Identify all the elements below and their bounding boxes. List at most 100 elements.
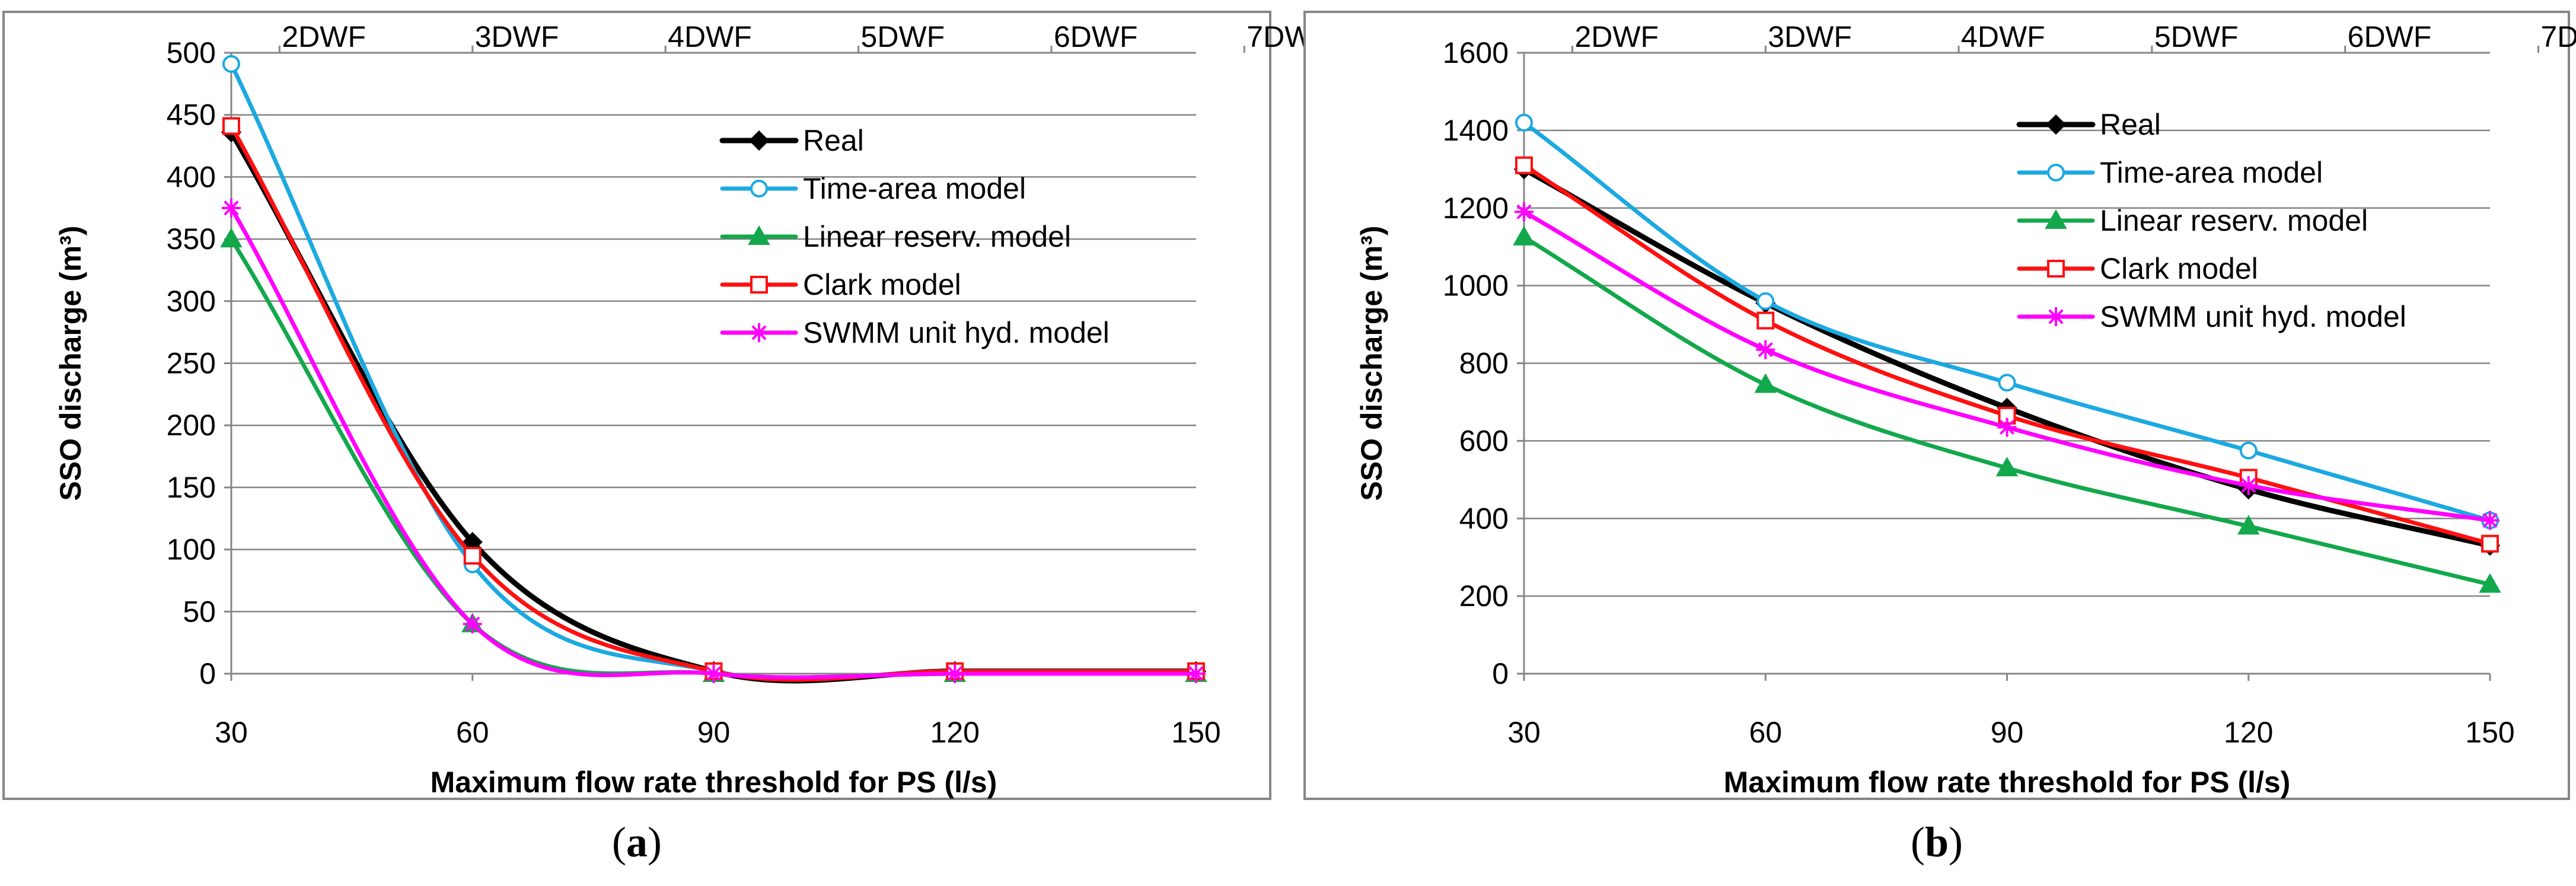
x-tick-label: 90 bbox=[697, 716, 731, 749]
legend-marker-real bbox=[2045, 114, 2067, 135]
y-tick-label: 400 bbox=[167, 160, 216, 193]
data-point-swmm bbox=[945, 664, 965, 683]
legend-label-real: Real bbox=[2100, 108, 2161, 141]
data-point-time_area bbox=[1756, 292, 1775, 310]
data-point-swmm bbox=[1515, 202, 1534, 222]
legend-marker-clark bbox=[750, 276, 768, 294]
legend-label-linear: Linear reserv. model bbox=[2100, 204, 2368, 237]
chart-panel-a: 0 50 100 150 200 250 300 350 400 450 500 30 60 90 120 1… bbox=[2, 11, 1523, 800]
x-axis-title: Maximum flow rate threshold for PS (l/s) bbox=[1724, 766, 2291, 799]
legend-marker-linear bbox=[748, 225, 770, 245]
top-axis-label: 5DWF bbox=[861, 20, 945, 53]
chart-panel-b: 0 200 400 600 800 1000 1200 1400 1600 30 60 90 120 15… bbox=[1303, 11, 2576, 800]
legend-marker-linear bbox=[2045, 209, 2067, 229]
data-point-swmm bbox=[2239, 476, 2258, 495]
data-point-time_area bbox=[2239, 441, 2258, 460]
legend-label-linear: Linear reserv. model bbox=[803, 220, 1071, 253]
panel-label-letter: b bbox=[1925, 818, 1949, 866]
top-axis-label: 3DWF bbox=[1768, 20, 1852, 53]
x-tick-label: 120 bbox=[930, 716, 980, 749]
y-tick-label: 0 bbox=[1492, 657, 1509, 690]
x-tick-label: 60 bbox=[456, 716, 489, 749]
data-point-clark bbox=[222, 117, 240, 135]
y-tick-label: 1600 bbox=[1443, 36, 1509, 69]
data-point-swmm bbox=[2481, 511, 2500, 530]
data-point-linear bbox=[220, 228, 243, 248]
y-tick-label: 500 bbox=[167, 36, 216, 69]
data-point-time_area bbox=[1998, 374, 2016, 392]
top-axis-label: 4DWF bbox=[1961, 20, 2045, 53]
legend-label-real: Real bbox=[803, 124, 864, 157]
x-tick-label: 60 bbox=[1749, 716, 1782, 749]
panel-label-paren: ( bbox=[1911, 818, 1925, 866]
y-tick-label: 1000 bbox=[1443, 269, 1509, 302]
legend-marker-swmm bbox=[2046, 307, 2065, 326]
data-point-linear bbox=[1513, 225, 1535, 246]
panel-label-paren: ) bbox=[1949, 818, 1963, 866]
legend-marker-clark bbox=[2047, 260, 2065, 278]
data-point-swmm bbox=[222, 198, 241, 218]
legend: Real Time-area model Linear reserv. model C… bbox=[2016, 108, 2406, 333]
y-tick-label: 450 bbox=[167, 98, 216, 132]
series-line-swmm bbox=[229, 206, 1198, 680]
data-point-clark bbox=[1756, 311, 1775, 330]
chart-frame bbox=[1303, 11, 2570, 800]
y-tick-label: 50 bbox=[183, 595, 216, 628]
data-point-linear bbox=[1995, 457, 2019, 477]
y-axis-title: SSO discharge (m³) bbox=[54, 226, 87, 501]
x-axis-title: Maximum flow rate threshold for PS (l/s) bbox=[431, 766, 997, 799]
y-tick-label: 100 bbox=[167, 533, 216, 566]
data-point-swmm bbox=[1187, 664, 1206, 683]
data-point-swmm bbox=[463, 614, 482, 634]
data-point-linear bbox=[2479, 573, 2501, 593]
chart-frame bbox=[2, 11, 1271, 800]
y-tick-label: 600 bbox=[1459, 424, 1509, 457]
legend: Real Time-area model Linear reserv. model C… bbox=[719, 124, 1110, 349]
top-axis-label: 2DWF bbox=[282, 20, 366, 53]
y-tick-label: 250 bbox=[167, 347, 216, 380]
data-point-clark bbox=[463, 547, 482, 565]
data-point-linear bbox=[1754, 373, 1777, 393]
top-axis-label: 4DWF bbox=[668, 20, 752, 53]
series-line-clark bbox=[229, 124, 1198, 682]
data-point-clark bbox=[1515, 156, 1533, 174]
panel-label: (a) bbox=[612, 818, 662, 866]
panel-label: (b) bbox=[1911, 818, 1963, 866]
y-axis-title: SSO discharge (m³) bbox=[1355, 226, 1388, 501]
top-axis-label: 3DWF bbox=[475, 20, 559, 53]
y-tick-label: 200 bbox=[167, 409, 216, 442]
panel-label-letter: a bbox=[626, 818, 648, 866]
y-tick-label: 1200 bbox=[1443, 192, 1509, 225]
y-tick-label: 300 bbox=[167, 285, 216, 318]
legend-label-swmm: SWMM unit hyd. model bbox=[803, 316, 1110, 349]
x-tick-label: 90 bbox=[1991, 716, 2024, 749]
legend-label-time_area: Time-area model bbox=[803, 172, 1026, 205]
top-axis-label: 5DWF bbox=[2154, 20, 2239, 53]
x-tick-label: 30 bbox=[215, 716, 248, 749]
top-axis-label: 6DWF bbox=[2348, 20, 2432, 53]
legend-label-clark: Clark model bbox=[2100, 252, 2258, 285]
y-tick-label: 400 bbox=[1459, 502, 1509, 535]
y-tick-label: 1400 bbox=[1443, 114, 1509, 147]
y-tick-label: 150 bbox=[167, 471, 216, 504]
legend-marker-swmm bbox=[750, 323, 769, 342]
y-tick-label: 350 bbox=[167, 222, 216, 256]
x-tick-label: 30 bbox=[1507, 716, 1541, 749]
top-axis-label: 7DWF bbox=[2540, 20, 2576, 53]
legend-marker-real bbox=[748, 130, 770, 151]
y-tick-label: 0 bbox=[199, 657, 216, 690]
series-group bbox=[220, 55, 1207, 684]
data-point-swmm bbox=[704, 664, 723, 683]
legend-marker-time_area bbox=[750, 180, 768, 197]
top-axis-label: 6DWF bbox=[1054, 20, 1138, 53]
data-point-clark bbox=[2481, 534, 2499, 553]
legend-label-clark: Clark model bbox=[803, 268, 961, 301]
data-point-linear bbox=[2237, 515, 2260, 535]
y-tick-label: 200 bbox=[1459, 579, 1509, 613]
data-point-time_area bbox=[222, 55, 240, 73]
legend-label-time_area: Time-area model bbox=[2100, 156, 2323, 189]
data-point-time_area bbox=[1515, 113, 1533, 132]
x-tick-label: 150 bbox=[2465, 716, 2514, 749]
panel-label-paren: ) bbox=[648, 818, 662, 866]
